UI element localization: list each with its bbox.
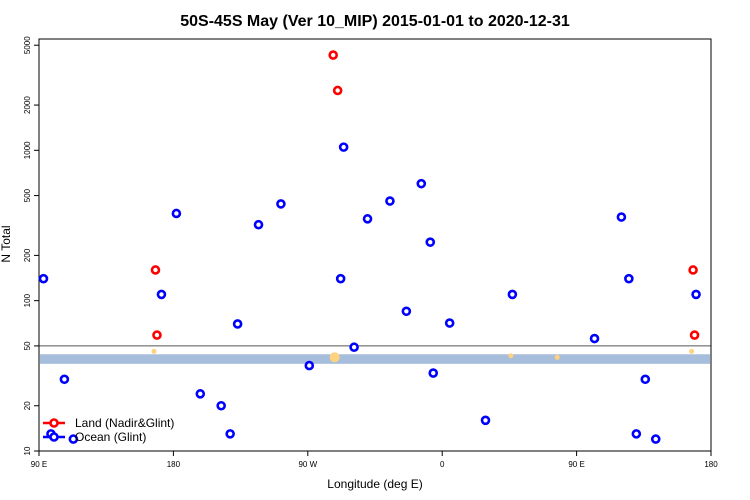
y-tick-label: 100 (23, 293, 32, 307)
data-point (150, 265, 161, 275)
x-axis-label: Longitude (deg E) (327, 477, 422, 491)
x-tick-label: 0 (440, 460, 445, 469)
data-point (616, 212, 627, 222)
data-point (195, 389, 206, 399)
small-marker (508, 353, 514, 359)
data-point (650, 434, 661, 444)
data-point (332, 85, 343, 96)
data-point (156, 289, 167, 300)
data-point (480, 415, 491, 426)
data-point (401, 306, 412, 317)
data-point (507, 289, 518, 300)
data-point (589, 333, 600, 344)
legend-label: Land (Nadir&Glint) (75, 416, 174, 430)
x-tick-label: 90 E (568, 460, 584, 469)
data-point (216, 400, 226, 411)
small-marker (689, 348, 695, 354)
data-point (304, 360, 315, 371)
data-point (152, 330, 162, 340)
small-marker (554, 354, 560, 360)
data-point (416, 178, 427, 189)
plot-frame (38, 38, 712, 452)
legend-marker (49, 432, 59, 442)
small-marker (151, 348, 157, 354)
y-tick-label: 500 (23, 188, 32, 202)
x-tick-label: 90 W (298, 460, 317, 469)
data-point (385, 196, 395, 206)
data-point (688, 265, 698, 275)
data-point (338, 142, 349, 152)
data-point (38, 273, 49, 284)
data-point (335, 273, 346, 284)
data-point (444, 318, 455, 328)
data-point (691, 289, 701, 300)
x-tick-label: 180 (167, 460, 181, 469)
y-tick-label: 5000 (23, 36, 32, 54)
x-tick-label: 90 E (31, 460, 47, 469)
data-point (253, 219, 264, 230)
data-point (362, 214, 373, 224)
small-marker (329, 352, 340, 363)
legend-label: Ocean (Glint) (75, 430, 146, 444)
y-axis-label: N Total (0, 225, 13, 262)
y-tick-label: 20 (23, 401, 32, 410)
data-point (232, 319, 243, 329)
plot-area: 90 E 180 90 W 0 90 E 180 10 20 50 100 200 500 1000 20… (23, 36, 718, 469)
series-ocean (38, 142, 701, 444)
y-tick-label: 200 (23, 248, 32, 262)
reference-band (40, 354, 710, 364)
data-point (640, 374, 651, 385)
legend: Land (Nadir&Glint)Ocean (Glint) (43, 416, 174, 444)
data-point (328, 50, 338, 60)
y-tick-label: 1000 (23, 141, 32, 159)
series-land (150, 50, 700, 340)
data-point (276, 199, 286, 209)
y-tick-label: 50 (23, 341, 32, 350)
data-point (225, 429, 235, 439)
data-point (631, 429, 642, 439)
chart-title: 50S-45S May (Ver 10_MIP) 2015-01-01 to 2… (180, 13, 570, 30)
data-point (349, 342, 359, 353)
y-tick-label: 2000 (23, 96, 32, 114)
x-tick-label: 180 (704, 460, 718, 469)
data-point (624, 273, 634, 284)
y-tick-label: 10 (23, 446, 32, 455)
data-point (689, 330, 700, 340)
data-point (68, 434, 79, 444)
data-point (171, 208, 182, 219)
data-point (425, 237, 436, 247)
data-point (59, 374, 70, 385)
legend-marker (49, 418, 59, 428)
data-point (428, 368, 439, 378)
